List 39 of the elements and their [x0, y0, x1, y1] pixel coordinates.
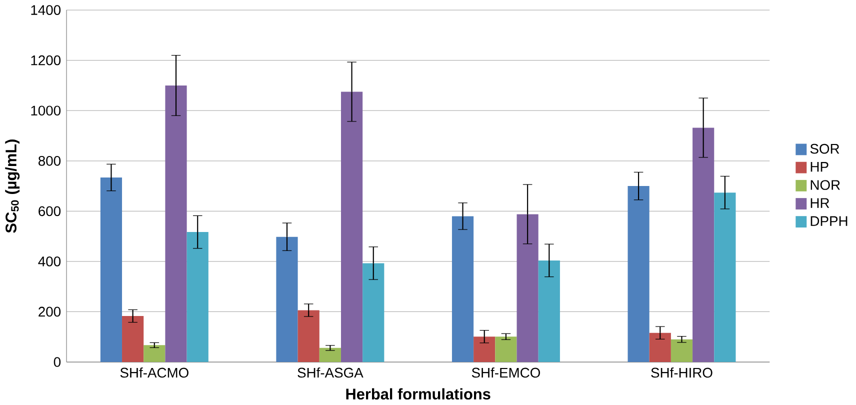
bar [319, 348, 341, 362]
bar [649, 332, 671, 362]
bar [122, 316, 144, 362]
x-tick-label: SHf-ACMO [120, 368, 188, 378]
bar [474, 336, 496, 362]
x-tick-label: SHf-EMCO [472, 368, 540, 378]
bar [516, 214, 538, 362]
bar [538, 260, 560, 362]
bar [670, 340, 693, 362]
y-tick-label: 1200 [31, 56, 61, 66]
bar [692, 128, 714, 362]
bar [495, 336, 517, 362]
legend-label: HR [810, 198, 830, 208]
y-axis-title: SC$_{50}$ (µg/mL) [5, 140, 20, 233]
bar [452, 216, 474, 362]
y-tick-label: 600 [38, 206, 61, 216]
bar [276, 236, 298, 362]
y-tick-label: 0 [54, 357, 61, 368]
legend-label: DPPH [810, 216, 848, 226]
bar [628, 186, 650, 362]
bar [362, 263, 384, 362]
legend-label: SOR [810, 144, 840, 154]
y-tick-label: 1400 [31, 5, 61, 16]
y-tick-label: 200 [38, 306, 61, 317]
bar [165, 86, 187, 362]
y-tick-label: 1000 [31, 106, 61, 116]
x-axis-title: Herbal formulations [346, 388, 490, 400]
bar [100, 178, 122, 362]
bar [144, 345, 166, 362]
x-tick-label: SHf-HIRO [651, 368, 712, 378]
legend-label: HP [810, 162, 828, 172]
y-tick-label: 400 [38, 256, 61, 267]
y-tick-label: 800 [38, 156, 61, 166]
bar [714, 192, 736, 362]
bar [186, 232, 208, 362]
bar [340, 92, 363, 362]
legend-label: NOR [810, 180, 840, 190]
bar [298, 310, 320, 362]
x-tick-label: SHf-ASGA [298, 368, 364, 378]
